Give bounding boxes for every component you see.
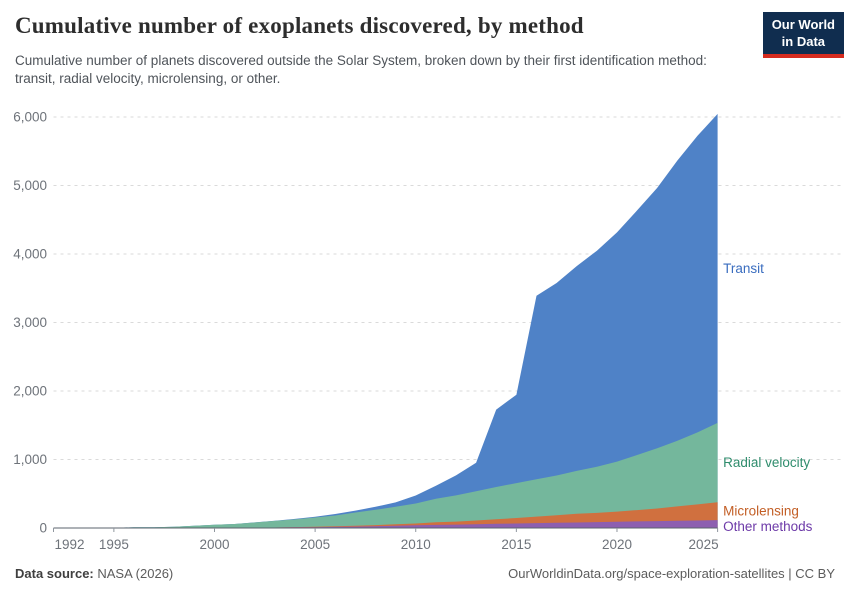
y-axis: 0 1,000 2,000 3,000 4,000 5,000 6,000 (13, 110, 47, 536)
y-tick-label-3000: 3,000 (13, 315, 47, 330)
chart-subtitle: Cumulative number of planets discovered … (15, 53, 707, 87)
data-source-label: Data source: (15, 566, 94, 581)
data-source-value: NASA (2026) (97, 566, 174, 581)
stacked-areas (53, 113, 718, 529)
series-label-transit: Transit (723, 261, 764, 276)
y-gridlines (53, 116, 843, 460)
series-labels: Transit Radial velocity MicrolensingOther … (723, 261, 813, 534)
owid-logo[interactable]: Our World in Data (762, 12, 844, 59)
x-tick-label-2020: 2020 (602, 537, 632, 552)
area-transit[interactable] (53, 113, 718, 529)
y-tick-label-0: 0 (39, 521, 47, 536)
series-label-other-methods: Other methods (723, 519, 813, 534)
y-tick-label-4000: 4,000 (13, 247, 47, 262)
owid-logo-line2: in Data (781, 33, 826, 49)
x-tick-label-1995: 1995 (99, 537, 129, 552)
y-tick-label-5000: 5,000 (13, 178, 47, 193)
area-radial-velocity[interactable] (53, 422, 718, 528)
x-axis: 1992 1995 2000 2005 2010 2015 2020 2025 (53, 527, 719, 552)
x-tick-label-2000: 2000 (199, 537, 229, 552)
area-microlensing[interactable] (53, 502, 718, 528)
series-label-radial-velocity: Radial velocity (723, 455, 810, 470)
x-tick-label-2010: 2010 (401, 537, 431, 552)
chart-title: Cumulative number of exoplanets discover… (15, 13, 584, 38)
x-tick-label-2025: 2025 (689, 537, 719, 552)
data-source: Data source: NASA (2026) (15, 566, 173, 581)
owid-url-link[interactable]: OurWorldinData.org/space-exploration-sat… (508, 566, 835, 581)
owid-logo-line1: Our World (771, 17, 835, 32)
x-tick-label-2005: 2005 (300, 537, 330, 552)
y-tick-label-1000: 1,000 (13, 452, 47, 467)
series-label-microlensing: Microlensing (723, 504, 799, 519)
y-tick-label-2000: 2,000 (13, 384, 47, 399)
area-other-methods[interactable] (53, 520, 718, 528)
x-tick-label-1992: 1992 (55, 537, 85, 552)
y-tick-label-6000: 6,000 (13, 110, 47, 125)
x-tick-label-2015: 2015 (501, 537, 531, 552)
chart-footer: Data source: NASA (2026) OurWorldinData.… (15, 566, 835, 581)
